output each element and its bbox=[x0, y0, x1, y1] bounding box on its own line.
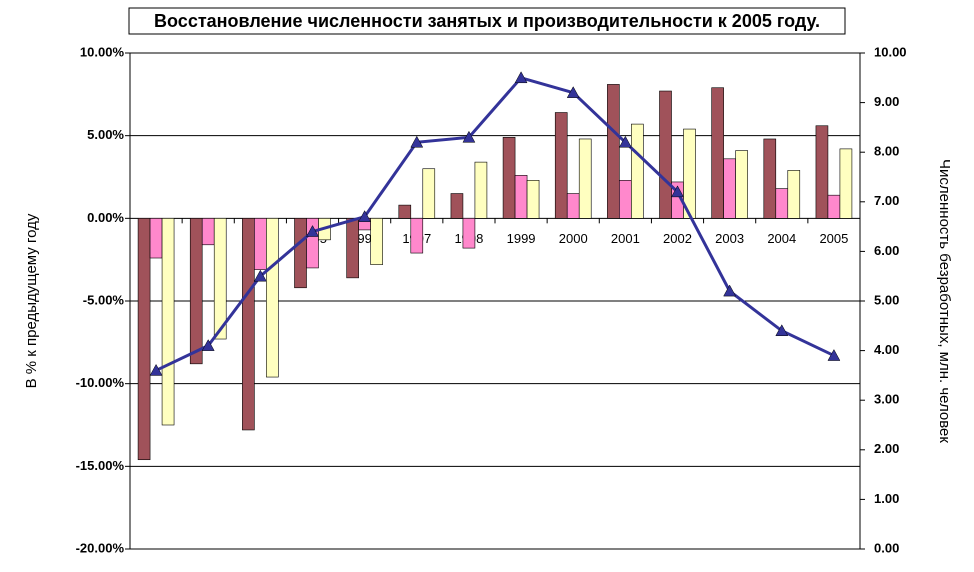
bar bbox=[578, 138, 592, 219]
bar bbox=[815, 125, 829, 219]
x-tick-label: 2004 bbox=[767, 231, 796, 246]
line bbox=[155, 76, 835, 372]
y2-tick-label: 0.00 bbox=[874, 540, 899, 555]
bar bbox=[775, 188, 789, 219]
bar bbox=[242, 218, 255, 431]
bar bbox=[554, 112, 568, 219]
bar bbox=[398, 204, 412, 219]
marker bbox=[514, 71, 528, 84]
bar bbox=[827, 194, 841, 219]
bar bbox=[422, 168, 436, 219]
marker bbox=[462, 130, 476, 143]
x-tick-label: 2002 bbox=[663, 231, 692, 246]
marker bbox=[306, 225, 319, 237]
y2-axis-label: Численность безработных, млн. человек bbox=[936, 159, 953, 443]
bar bbox=[683, 128, 696, 219]
bar bbox=[839, 148, 853, 219]
x-tick-label: 2003 bbox=[715, 231, 744, 246]
marker bbox=[618, 135, 632, 148]
y-axis-label: В % к предыдущему году bbox=[23, 213, 40, 388]
bar bbox=[787, 170, 801, 219]
title-box bbox=[128, 7, 846, 35]
bar bbox=[213, 218, 227, 340]
bar bbox=[266, 218, 279, 378]
bar bbox=[735, 150, 748, 219]
bar bbox=[763, 138, 777, 219]
marker bbox=[827, 349, 841, 361]
marker bbox=[775, 324, 789, 337]
bar bbox=[711, 87, 724, 219]
y2-tick-label: 8.00 bbox=[874, 144, 899, 159]
bar bbox=[370, 218, 383, 265]
bar bbox=[189, 218, 203, 365]
marker bbox=[723, 284, 737, 297]
bar bbox=[607, 84, 620, 219]
y-tick-label: -5.00% bbox=[83, 292, 125, 307]
x-tick-label: 2000 bbox=[559, 231, 588, 246]
y2-tick-label: 2.00 bbox=[874, 441, 899, 456]
y-tick-label: 5.00% bbox=[87, 127, 124, 142]
bar bbox=[254, 218, 267, 270]
bar bbox=[201, 218, 215, 246]
chart-title: Восстановление численности занятых и про… bbox=[154, 11, 820, 31]
y2-tick-label: 4.00 bbox=[874, 342, 899, 357]
bar bbox=[514, 175, 528, 219]
bar bbox=[659, 90, 672, 219]
bar bbox=[474, 161, 488, 219]
bar bbox=[450, 193, 464, 219]
bar bbox=[526, 180, 540, 219]
bar bbox=[410, 218, 424, 254]
bar bbox=[161, 218, 175, 426]
x-tick-label: 2001 bbox=[611, 231, 640, 246]
y-tick-label: 0.00% bbox=[87, 210, 124, 225]
bar bbox=[502, 137, 516, 219]
y-tick-label: 10.00% bbox=[80, 44, 125, 59]
bar bbox=[723, 158, 736, 219]
y2-tick-label: 5.00 bbox=[874, 292, 899, 307]
marker bbox=[253, 269, 267, 282]
y-tick-label: -20.00% bbox=[76, 540, 125, 555]
bar bbox=[566, 193, 580, 219]
y2-tick-label: 9.00 bbox=[874, 94, 899, 109]
bar bbox=[346, 218, 359, 279]
y2-tick-label: 7.00 bbox=[874, 193, 899, 208]
bar bbox=[631, 123, 644, 219]
bar bbox=[462, 218, 476, 249]
y2-tick-label: 6.00 bbox=[874, 243, 899, 258]
y2-tick-label: 1.00 bbox=[874, 491, 899, 506]
bar bbox=[619, 180, 632, 219]
marker bbox=[410, 135, 424, 148]
bar bbox=[149, 218, 163, 259]
marker bbox=[566, 86, 580, 98]
bar bbox=[294, 218, 307, 289]
marker bbox=[671, 185, 684, 198]
bar bbox=[137, 218, 151, 461]
y2-tick-label: 10.00 bbox=[874, 44, 907, 59]
marker bbox=[149, 363, 163, 376]
y2-tick-label: 3.00 bbox=[874, 392, 899, 407]
y-tick-label: -15.00% bbox=[76, 458, 125, 473]
marker bbox=[201, 339, 215, 351]
x-tick-label: 1999 bbox=[507, 231, 536, 246]
marker bbox=[358, 210, 372, 222]
x-tick-label: 2005 bbox=[819, 231, 848, 246]
y-tick-label: -10.00% bbox=[76, 375, 125, 390]
bar bbox=[306, 218, 319, 269]
